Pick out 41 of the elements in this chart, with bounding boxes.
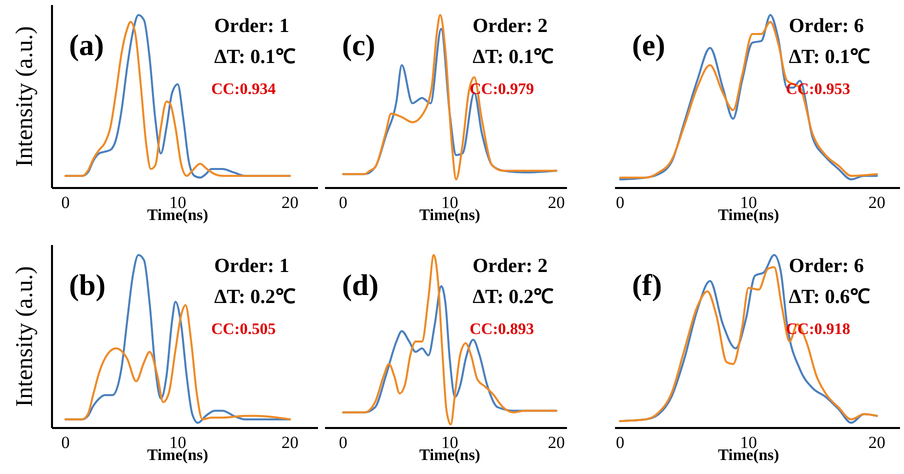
x-tick-label: 20: [281, 193, 298, 212]
annotation: CC:0.505: [211, 321, 276, 338]
x-axis-title: Time(ns): [718, 207, 780, 224]
annotation: Order: 2: [472, 255, 548, 277]
x-tick-label: 0: [616, 433, 624, 452]
annotation: Order: 6: [788, 15, 864, 37]
x-tick-label: 20: [281, 433, 298, 452]
text: (f): [632, 269, 662, 302]
x-tick-label: 0: [338, 193, 348, 212]
x-tick-label: 0: [616, 193, 624, 212]
x-axis-title: Time(ns): [147, 447, 208, 464]
annotation: Order: 1: [214, 15, 290, 37]
x-axis-title: Time(ns): [419, 207, 480, 224]
annotation: ΔT: 0.6℃: [788, 286, 870, 308]
text: (a): [69, 29, 104, 62]
annotation: Order: 6: [788, 255, 864, 277]
x-tick-label: 20: [548, 433, 565, 452]
x-tick-label: 0: [338, 433, 348, 452]
y-axis-title: Intensity (a.u.): [12, 26, 38, 167]
annotation: ΔT: 0.2℃: [472, 286, 554, 308]
x-tick-label: 0: [61, 193, 70, 212]
text: (d): [342, 269, 379, 302]
annotation: CC:0.893: [470, 321, 534, 338]
annotation: Order: 2: [472, 15, 548, 37]
annotation: ΔT: 0.1℃: [788, 46, 870, 68]
annotation: ΔT: 0.1℃: [472, 46, 554, 68]
text: (c): [342, 29, 376, 62]
annotation: CC:0.934: [211, 81, 276, 98]
x-tick-label: 20: [868, 193, 886, 212]
x-tick-label: 20: [868, 433, 886, 452]
x-tick-label: 20: [548, 193, 565, 212]
x-axis-title: Time(ns): [718, 447, 780, 464]
x-axis-title: Time(ns): [147, 207, 208, 224]
annotation: ΔT: 0.2℃: [214, 286, 296, 308]
annotation: Order: 1: [214, 255, 290, 277]
text: (b): [69, 269, 106, 302]
y-axis-title: Intensity (a.u.): [12, 266, 38, 407]
annotation: ΔT: 0.1℃: [214, 46, 296, 68]
x-axis-title: Time(ns): [419, 447, 480, 464]
x-tick-label: 0: [61, 433, 70, 452]
text: (e): [632, 29, 666, 62]
